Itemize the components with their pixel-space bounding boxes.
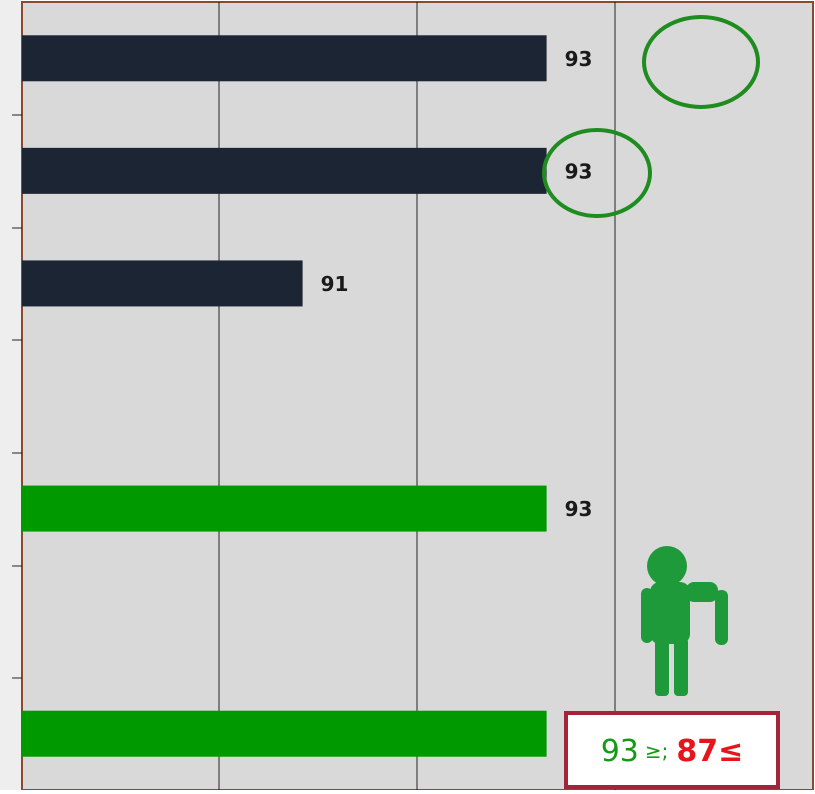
- highlight-circle: [642, 15, 760, 109]
- highlight-circle: [542, 128, 652, 218]
- annotation: 93 ≥; 87≤: [601, 734, 744, 769]
- left-strip: [0, 0, 22, 790]
- annotation-part: 87≤: [676, 734, 743, 769]
- bar: [22, 260, 303, 307]
- bar: [22, 485, 547, 532]
- data-label: 91: [321, 272, 349, 296]
- category-ticks: [12, 114, 22, 679]
- annotation-part: 93: [601, 734, 639, 769]
- bar: [22, 35, 547, 82]
- data-label: 93: [565, 497, 593, 521]
- data-label: 93: [565, 159, 593, 183]
- annotation-part: ≥;: [645, 739, 669, 763]
- bar: [22, 710, 547, 757]
- annotation-box: [564, 711, 780, 789]
- data-label: 93: [565, 47, 593, 71]
- person-icon: [641, 546, 728, 696]
- bar: [22, 147, 547, 194]
